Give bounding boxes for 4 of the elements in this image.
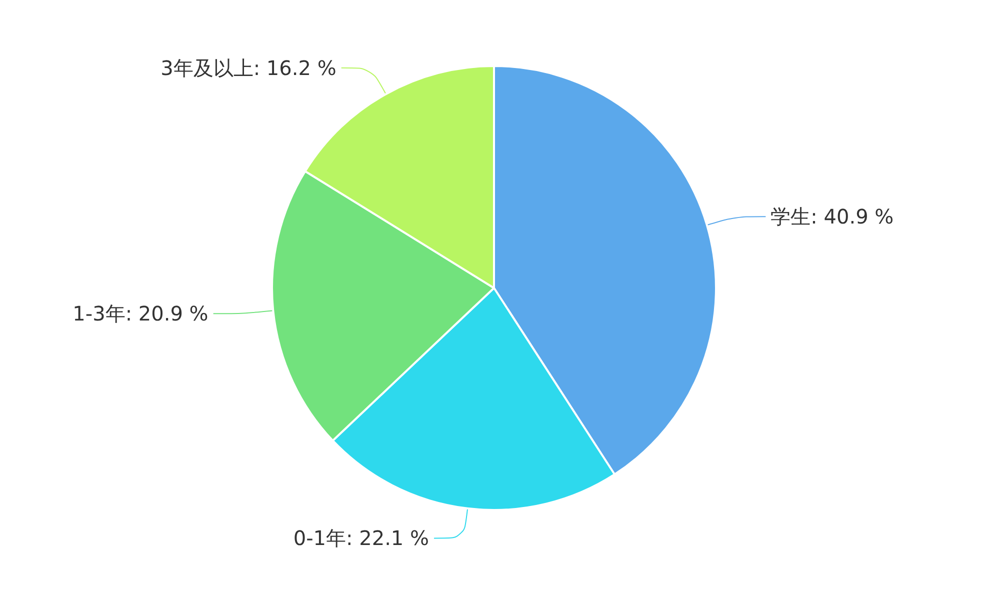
slice-label: 3年及以上: 16.2 % bbox=[160, 56, 336, 80]
slice-label: 学生: 40.9 % bbox=[770, 204, 894, 229]
slice-label: 0-1年: 22.1 % bbox=[293, 526, 430, 550]
slice-label: 1-3年: 20.9 % bbox=[72, 302, 208, 326]
